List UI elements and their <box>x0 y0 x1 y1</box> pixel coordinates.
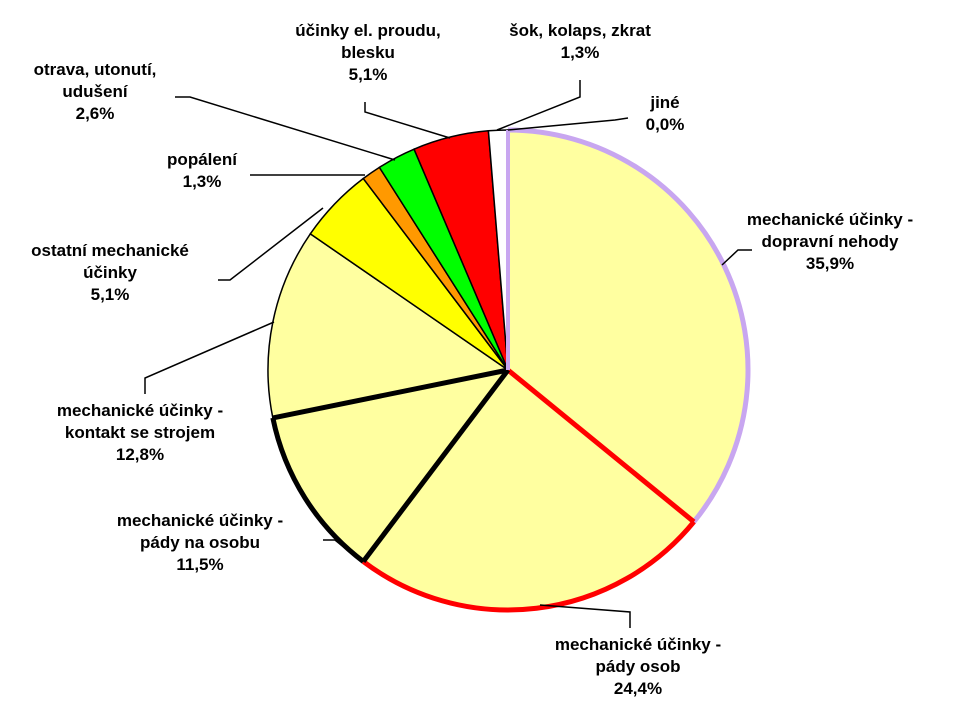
slice-category-label: účinky el. proudu, <box>295 21 440 40</box>
slice-category-label: účinky <box>83 263 137 282</box>
slice-label-7: účinky el. proudu, blesku 5,1% <box>295 21 440 84</box>
leader-line-0 <box>722 250 752 265</box>
leader-line-3 <box>145 322 274 394</box>
slice-label-2: mechanické účinky - pády na osobu 11,5% <box>117 511 283 574</box>
slice-value-label: 1,3% <box>561 43 600 62</box>
leader-line-1 <box>540 605 630 628</box>
leader-line-9 <box>508 118 628 130</box>
slice-label-1: mechanické účinky - pády osob 24,4% <box>555 635 721 698</box>
leader-line-7 <box>365 102 450 138</box>
slice-category-label: otrava, utonutí, <box>34 60 157 79</box>
slice-category-label: kontakt se strojem <box>65 423 215 442</box>
slice-category-label: dopravní nehody <box>762 232 900 251</box>
slice-category-label: ostatní mechanické <box>31 241 189 260</box>
slice-label-0: mechanické účinky - dopravní nehody 35,9% <box>747 210 913 273</box>
slice-category-label: šok, kolaps, zkrat <box>509 21 651 40</box>
slice-value-label: 0,0% <box>646 115 685 134</box>
slice-category-label: mechanické účinky - <box>747 210 913 229</box>
slice-value-label: 35,9% <box>806 254 854 273</box>
slice-value-label: 24,4% <box>614 679 662 698</box>
slice-category-label: popálení <box>167 150 238 169</box>
slice-label-4: ostatní mechanické účinky 5,1% <box>31 241 189 304</box>
slice-label-5: popálení 1,3% <box>167 150 238 191</box>
slice-category-label: pády osob <box>595 657 680 676</box>
slice-value-label: 1,3% <box>183 172 222 191</box>
slice-label-8: šok, kolaps, zkrat 1,3% <box>509 21 651 62</box>
slice-value-label: 12,8% <box>116 445 164 464</box>
slice-category-label: mechanické účinky - <box>117 511 283 530</box>
slice-label-3: mechanické účinky - kontakt se strojem 12,… <box>57 401 223 464</box>
slice-label-6: otrava, utonutí, udušení 2,6% <box>34 60 157 123</box>
slice-label-9: jiné 0,0% <box>646 93 685 134</box>
slice-value-label: 5,1% <box>349 65 388 84</box>
slice-category-label: udušení <box>62 82 128 101</box>
slice-value-label: 11,5% <box>176 555 223 574</box>
slice-category-label: blesku <box>341 43 395 62</box>
slice-category-label: mechanické účinky - <box>555 635 721 654</box>
slice-category-label: mechanické účinky - <box>57 401 223 420</box>
slice-value-label: 5,1% <box>91 285 130 304</box>
slice-category-label: pády na osobu <box>140 533 260 552</box>
slice-value-label: 2,6% <box>76 104 115 123</box>
slice-category-label: jiné <box>649 93 679 112</box>
leader-line-8 <box>497 80 580 130</box>
pie-slices <box>268 130 748 610</box>
